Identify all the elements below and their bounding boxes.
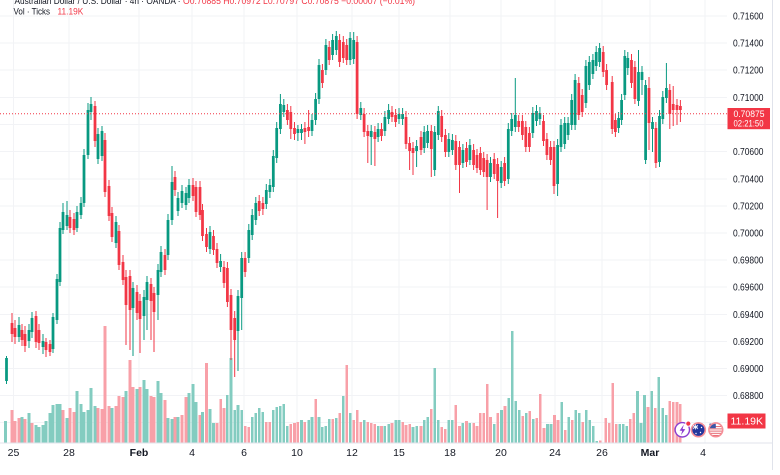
svg-text:20: 20 — [495, 447, 507, 459]
svg-text:18: 18 — [444, 447, 456, 459]
svg-text:0.71000: 0.71000 — [733, 93, 764, 104]
svg-text:02:21:50: 02:21:50 — [734, 119, 764, 129]
svg-text:4: 4 — [189, 447, 195, 459]
svg-text:15: 15 — [393, 447, 405, 459]
svg-text:Mar: Mar — [641, 447, 660, 459]
svg-text:0.69000: 0.69000 — [733, 364, 764, 375]
svg-text:0.69800: 0.69800 — [733, 256, 764, 267]
svg-text:25: 25 — [8, 447, 20, 459]
svg-text:10: 10 — [291, 447, 303, 459]
svg-text:0.69600: 0.69600 — [733, 283, 764, 294]
svg-text:12: 12 — [346, 447, 358, 459]
svg-text:0.68800: 0.68800 — [733, 391, 764, 402]
svg-text:4: 4 — [700, 447, 706, 459]
svg-text:24: 24 — [549, 447, 561, 459]
svg-text:11.19K: 11.19K — [731, 417, 764, 428]
svg-text:0.70200: 0.70200 — [733, 201, 764, 212]
svg-text:26: 26 — [596, 447, 608, 459]
svg-text:6: 6 — [241, 447, 247, 459]
svg-text:0.69200: 0.69200 — [733, 337, 764, 348]
svg-text:0.71600: 0.71600 — [733, 12, 764, 23]
svg-text:O0.70885 H0.70972 L0.70797: O0.70885 H0.70972 L0.70797 C0.70875 −0.0… — [183, 0, 415, 7]
svg-text:0.71200: 0.71200 — [733, 66, 764, 77]
svg-text:0.70875: 0.70875 — [734, 109, 765, 120]
svg-text:28: 28 — [63, 447, 75, 459]
svg-text:11.19K: 11.19K — [58, 6, 84, 17]
svg-text:0.71400: 0.71400 — [733, 39, 764, 50]
svg-text:Feb: Feb — [130, 447, 149, 459]
svg-text:Vol · Ticks: Vol · Ticks — [14, 6, 51, 17]
svg-text:0.70600: 0.70600 — [733, 147, 764, 158]
svg-text:0.70400: 0.70400 — [733, 174, 764, 185]
svg-text:0.69400: 0.69400 — [733, 310, 764, 321]
svg-text:Australian Dollar / U.S. Dolla: Australian Dollar / U.S. Dollar · 4h · O… — [15, 0, 181, 7]
svg-text:0.70000: 0.70000 — [733, 229, 764, 240]
